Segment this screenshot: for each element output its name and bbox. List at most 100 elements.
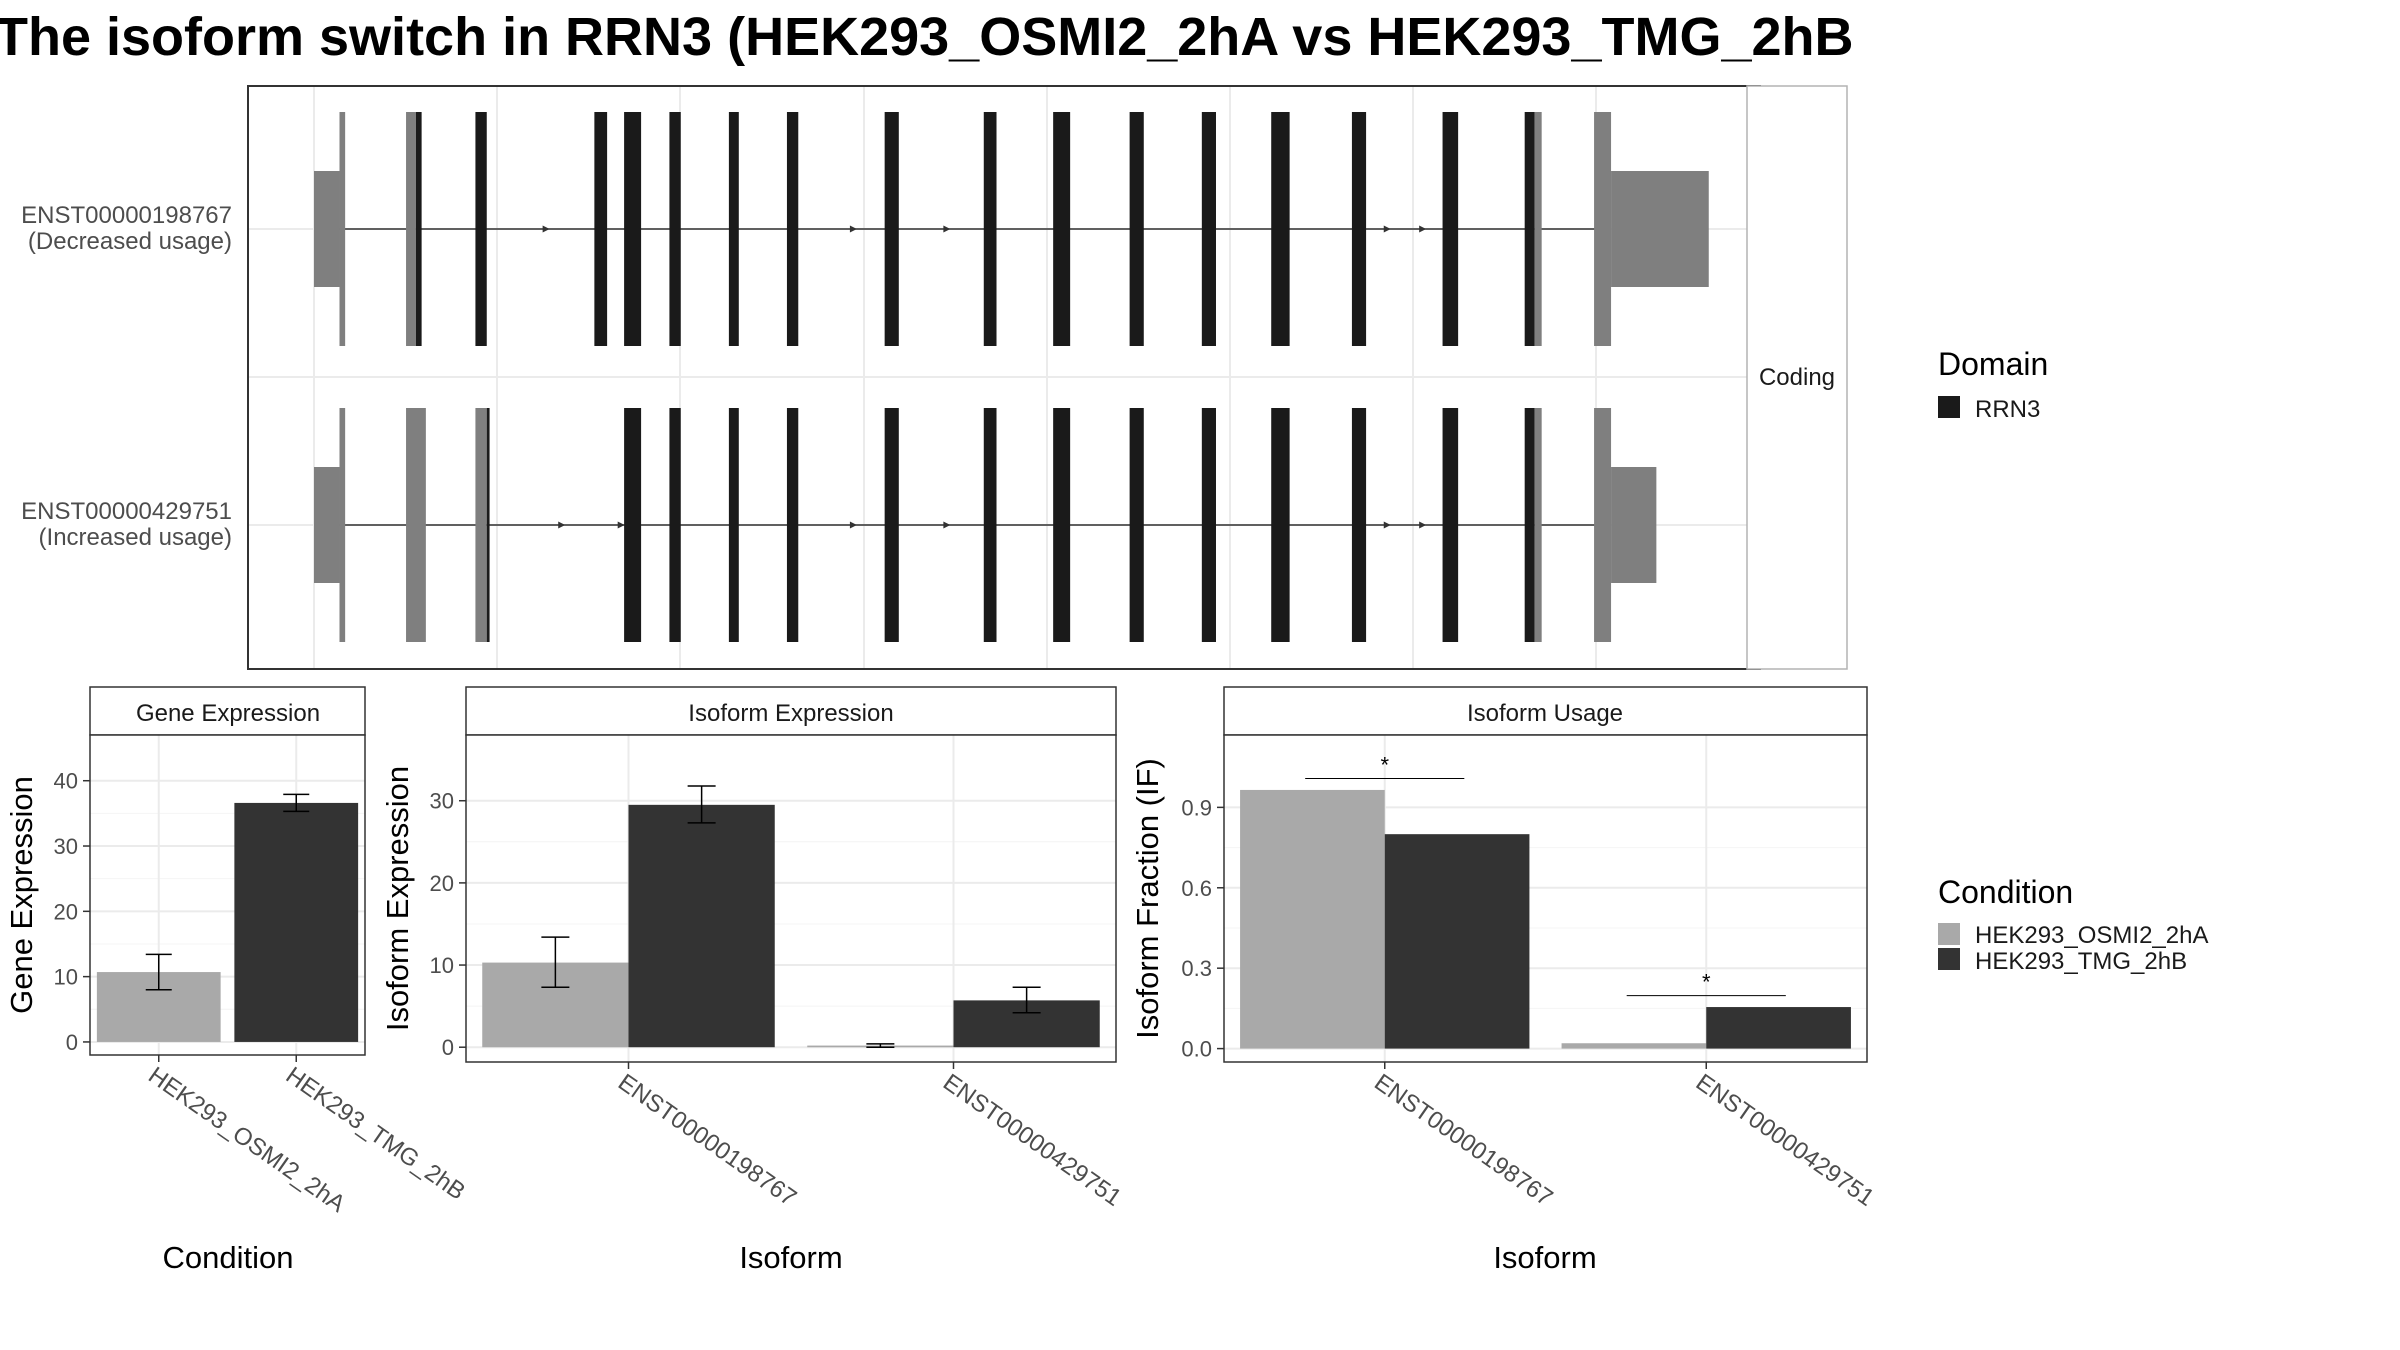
exon-cds-0-14 — [1271, 112, 1290, 346]
chart-ytick-label-1-3: 30 — [430, 789, 454, 814]
chart-ylabel-0: Gene Expression — [4, 776, 39, 1014]
chart-title-0: Gene Expression — [136, 700, 320, 727]
intron-arrow-0-6 — [1383, 225, 1391, 233]
exon-cds-1-6 — [728, 408, 739, 642]
exon-utr-part-1-3 — [475, 408, 487, 642]
exon-utr-1-2 — [406, 408, 426, 642]
exon-cds-0-3 — [475, 112, 487, 346]
transcript-id-label-0: ENST00000198767 — [21, 202, 232, 229]
exon-cds-0-12 — [1129, 112, 1144, 346]
facet-label-coding: Coding — [1759, 364, 1835, 391]
intron-arrow-0-4 — [943, 225, 951, 233]
transcript-usage-label-0: (Decreased usage) — [28, 228, 232, 255]
condition-legend-title: Condition — [1938, 874, 2073, 910]
chart-ytick-label-1-2: 20 — [430, 871, 454, 896]
chart-ytick-label-2-1: 0.3 — [1181, 956, 1212, 981]
exon-cds-1-4 — [624, 408, 642, 642]
chart-title-1: Isoform Expression — [688, 700, 893, 727]
transcript-id-label-1: ENST00000429751 — [21, 498, 232, 525]
exon-cds-0-9 — [884, 112, 899, 346]
figure-title: The isoform switch in RRN3 (HEK293_OSMI2… — [0, 7, 1854, 67]
chart-xlabel-2: Isoform — [1493, 1240, 1596, 1275]
exon-cds-1-15 — [1442, 408, 1459, 642]
bar-0-1 — [234, 802, 359, 1042]
condition-legend-label-tmg: HEK293_TMG_2hB — [1975, 948, 2187, 975]
exon-cds-1-13 — [1271, 408, 1290, 642]
exon-utr-1-1 — [339, 408, 346, 642]
chart-ytick-label-0-2: 20 — [54, 899, 78, 924]
chart-ytick-label-0-1: 10 — [54, 965, 78, 990]
intron-arrow-1-2 — [849, 521, 857, 529]
exon-cds-part-1-16 — [1524, 408, 1535, 642]
exon-utr-0-19 — [1611, 171, 1709, 287]
exon-cds-1-8 — [884, 408, 899, 642]
chart-xtick-label-2-0: ENST00000198767 — [1369, 1069, 1557, 1212]
chart-ytick-label-0-0: 0 — [66, 1030, 78, 1055]
chart-ylabel-1: Isoform Expression — [380, 766, 415, 1031]
condition-legend-swatch-osmi — [1938, 923, 1960, 945]
condition-legend: Condition HEK293_OSMI2_2hA HEK293_TMG_2h… — [1938, 874, 2208, 975]
chart-ytick-label-2-2: 0.6 — [1181, 876, 1212, 901]
transcript-usage-label-1: (Increased usage) — [39, 524, 232, 551]
chart-border-1 — [465, 734, 1117, 1063]
domain-legend-swatch-rrn3 — [1938, 396, 1960, 418]
isoform-expression-chart: Isoform Expression 0 10 20 30 ENST00000198767… — [380, 686, 1126, 1275]
exon-cds-0-4 — [594, 112, 608, 346]
chart-ytick-label-0-4: 40 — [54, 769, 78, 794]
exon-cds-part-1-3 — [486, 408, 490, 642]
exon-cds-0-8 — [786, 112, 799, 346]
exon-cds-0-10 — [983, 112, 997, 346]
intron-arrow-0-7 — [1419, 225, 1427, 233]
intron-arrow-1-7 — [1419, 521, 1427, 529]
chart-strip-1 — [465, 686, 1117, 736]
chart-strip-2 — [1223, 686, 1868, 736]
chart-ytick-label-1-0: 0 — [442, 1035, 454, 1060]
chart-ytick-label-1-1: 10 — [430, 953, 454, 978]
chart-border-0 — [89, 734, 366, 1056]
exon-cds-0-11 — [1053, 112, 1071, 346]
exon-cds-0-6 — [669, 112, 681, 346]
chart-border-2 — [1223, 734, 1868, 1063]
exon-cds-1-11 — [1129, 408, 1144, 642]
significance-mark-2-1: * — [1702, 970, 1711, 995]
chart-ylabel-2: Isoform Fraction (IF) — [1130, 758, 1165, 1039]
exon-cds-1-12 — [1201, 408, 1216, 642]
chart-xlabel-0: Condition — [163, 1240, 294, 1275]
domain-legend-label-rrn3: RRN3 — [1975, 396, 2040, 423]
bar-2-0-1 — [1561, 1043, 1707, 1049]
intron-arrow-0-2 — [849, 225, 857, 233]
exon-cds-0-15 — [1351, 112, 1367, 346]
exon-utr-0-1 — [339, 112, 346, 346]
exon-cds-part-0-2 — [415, 112, 422, 346]
chart-ytick-label-2-0: 0.0 — [1181, 1037, 1212, 1062]
exon-cds-0-13 — [1201, 112, 1216, 346]
bar-2-1-0 — [1384, 834, 1530, 1049]
condition-legend-swatch-tmg — [1938, 948, 1960, 970]
exon-cds-0-5 — [624, 112, 642, 346]
bar-2-0-0 — [1240, 789, 1385, 1049]
exon-utr-part-1-16 — [1534, 408, 1542, 642]
exon-utr-1-0 — [314, 467, 340, 583]
intron-arrow-1-4 — [943, 521, 951, 529]
exon-utr-1-17 — [1594, 408, 1612, 642]
exon-cds-1-5 — [669, 408, 681, 642]
chart-xtick-label-1-0: ENST00000198767 — [613, 1069, 801, 1212]
exon-utr-0-0 — [314, 171, 340, 287]
chart-strip-0 — [89, 686, 366, 736]
exon-utr-part-0-2 — [406, 112, 416, 346]
transcript-structure-panel: ENST00000198767(Decreased usage) ENST0000… — [21, 85, 1761, 670]
exon-cds-0-7 — [728, 112, 739, 346]
isoform-usage-chart: Isoform Usage 0.0 0.3 0.6 0.9 * * ENST000001987… — [1130, 686, 1879, 1275]
domain-legend: Domain RRN3 — [1938, 346, 2048, 423]
chart-ytick-label-2-3: 0.9 — [1181, 795, 1212, 820]
condition-legend-label-osmi: HEK293_OSMI2_2hA — [1975, 922, 2208, 949]
chart-xtick-label-2-1: ENST00000429751 — [1691, 1069, 1879, 1212]
chart-xlabel-1: Isoform — [739, 1240, 842, 1275]
intron-arrow-1-1 — [617, 521, 625, 529]
exon-utr-1-18 — [1611, 467, 1657, 583]
exon-cds-1-9 — [983, 408, 997, 642]
exon-cds-part-0-17 — [1524, 112, 1535, 346]
significance-mark-2-0: * — [1380, 753, 1389, 778]
domain-legend-title: Domain — [1938, 346, 2048, 382]
